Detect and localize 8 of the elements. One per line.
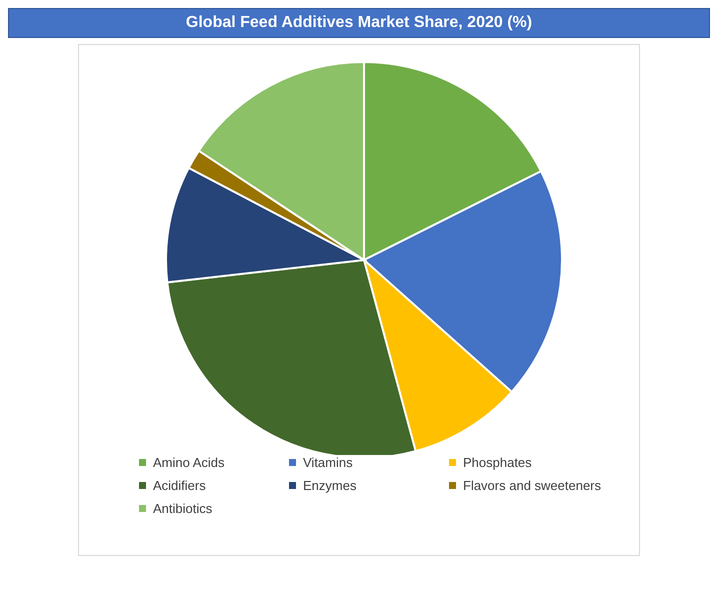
legend-label: Antibiotics xyxy=(153,501,212,516)
legend-label: Phosphates xyxy=(463,455,532,470)
legend-label: Flavors and sweeteners xyxy=(463,478,602,493)
legend-label: Enzymes xyxy=(303,478,356,493)
legend-label: Vitamins xyxy=(303,455,353,470)
chart-title: Global Feed Additives Market Share, 2020 (%) xyxy=(8,8,710,38)
legend-label: Amino Acids xyxy=(153,455,225,470)
legend-label: Acidifiers xyxy=(153,478,206,493)
